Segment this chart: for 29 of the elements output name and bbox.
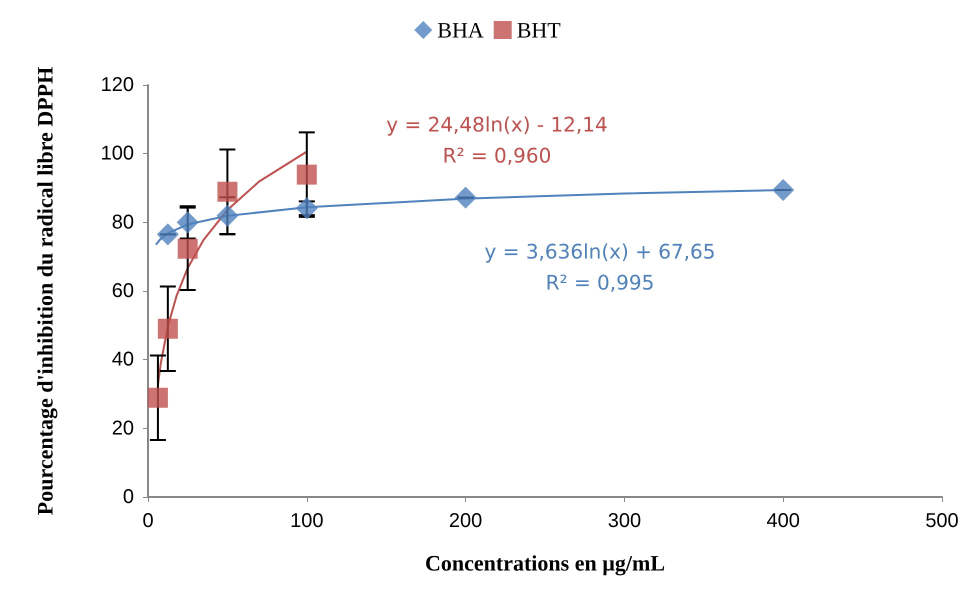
x-tick-label: 300 [608,510,642,532]
annotation: y = 3,636ln(x) + 67,65 R² = 0,995 [484,240,716,294]
y-tick-label: 120 [100,74,134,96]
legend-label: BHT [516,18,562,42]
y-tick-label: 60 [112,280,134,302]
legend-label: BHA [437,18,484,42]
point [454,186,477,209]
point [296,164,317,185]
annotation: y = 24,48ln(x) - 12,14 R² = 0,960 [386,112,608,168]
x-tick-label: 500 [925,510,959,532]
y-tick-label: 40 [112,348,134,371]
point [156,223,179,246]
x-tick-label: 100 [290,510,324,532]
y-tick-label: 100 [100,142,134,165]
y-tick-label: 0 [122,486,134,508]
point [176,211,199,234]
x-tick-label: 0 [142,510,154,532]
point [178,238,198,259]
x-axis-title: Concentrations en µg/mL [424,550,666,576]
x-tick-label: 200 [448,510,482,532]
point [216,204,238,227]
point [772,179,794,202]
point [158,318,178,339]
point [148,388,168,408]
point [217,182,238,202]
y-axis-title: Pourcentage d'inhibition du radical libre DPPH [32,66,58,516]
x-tick-label: 400 [766,510,800,532]
y-tick-label: 80 [112,211,134,234]
y-tick-label: 20 [112,417,134,440]
